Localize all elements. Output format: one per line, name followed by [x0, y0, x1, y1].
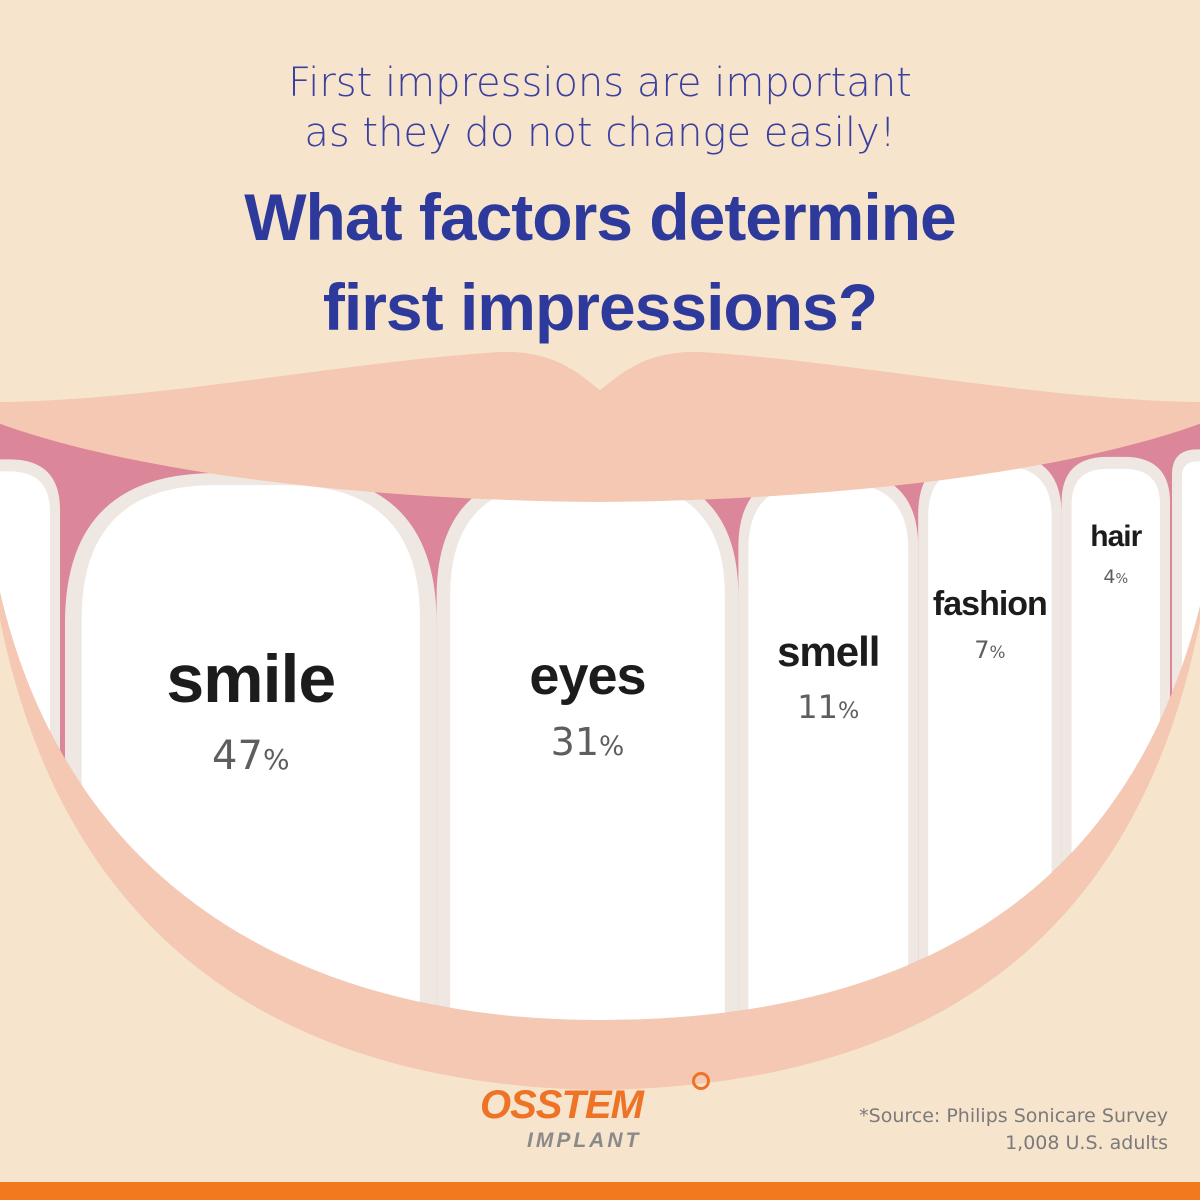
tooth-bar-smell [748, 483, 909, 1020]
category-label-fashion: fashion [932, 585, 1048, 623]
value-unit-eyes: % [599, 730, 625, 762]
upper-lip [0, 351, 1200, 502]
source-line-1: *Source: Philips Sonicare Survey [859, 1105, 1168, 1127]
edge-tooth-left [0, 471, 50, 1020]
category-label-eyes: eyes [529, 646, 646, 706]
subtitle-line-1: First impressions are important [288, 60, 912, 106]
title-line-1: What factors determine [244, 180, 956, 254]
value-label-hair: 4% [1016, 566, 1200, 592]
tooth-bar-eyes [450, 482, 725, 1020]
edge-tooth-right [1182, 461, 1200, 1020]
value-number-smile: 47 [212, 732, 263, 779]
value-label-eyes: 31% [488, 720, 688, 770]
category-label-smile: smile [166, 641, 336, 717]
source-line-2: 1,008 U.S. adults [1005, 1132, 1168, 1154]
bottom-accent-bar [0, 1182, 1200, 1200]
value-unit-hair: % [1115, 572, 1129, 587]
category-label-hair: hair [1090, 520, 1142, 553]
value-number-eyes: 31 [550, 719, 600, 764]
value-label-fashion: 7% [890, 636, 1090, 667]
value-label-smell: 11% [728, 688, 928, 730]
value-unit-fashion: % [989, 641, 1006, 662]
brand-logo-name: OSSTEM [480, 1083, 644, 1127]
value-number-fashion: 7 [974, 635, 990, 664]
value-number-hair: 4 [1103, 566, 1116, 588]
brand-logo-mark [692, 1072, 710, 1090]
value-unit-smell: % [838, 698, 860, 725]
category-label-smell: smell [777, 628, 880, 675]
value-unit-smile: % [262, 742, 290, 776]
title-line-2: first impressions? [322, 270, 878, 344]
brand-logo-sub: IMPLANT [527, 1129, 642, 1152]
subtitle-line-2: as they do not change easily! [304, 110, 896, 156]
value-number-smell: 11 [797, 688, 838, 727]
value-label-smile: 47% [151, 732, 351, 784]
